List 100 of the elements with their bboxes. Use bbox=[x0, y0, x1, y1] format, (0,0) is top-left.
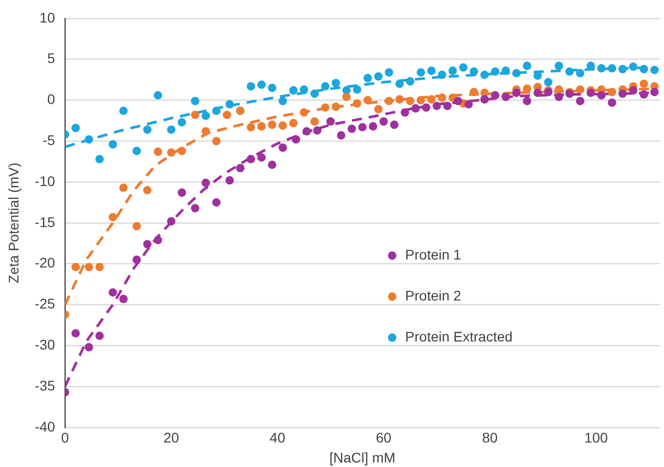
point bbox=[522, 84, 532, 93]
point bbox=[512, 88, 521, 98]
point bbox=[212, 106, 221, 116]
point bbox=[332, 102, 340, 111]
point bbox=[84, 135, 94, 144]
y-tick-label: 10 bbox=[39, 9, 56, 26]
point bbox=[321, 82, 330, 90]
point bbox=[313, 126, 322, 135]
point bbox=[608, 98, 616, 107]
point bbox=[310, 89, 319, 98]
point bbox=[395, 95, 404, 104]
point bbox=[411, 104, 420, 113]
x-tick-label: 100 bbox=[584, 430, 608, 446]
point bbox=[390, 120, 398, 129]
point bbox=[143, 186, 152, 194]
point bbox=[190, 96, 200, 106]
point bbox=[464, 100, 473, 108]
point bbox=[178, 118, 186, 126]
point bbox=[544, 78, 552, 86]
y-tick-label: -5 bbox=[42, 132, 56, 148]
point bbox=[236, 164, 244, 172]
x-tick-label: 20 bbox=[163, 430, 180, 446]
point bbox=[352, 85, 362, 94]
x-axis-title: [NaCl] mM bbox=[329, 449, 396, 466]
point bbox=[554, 62, 564, 70]
point bbox=[364, 96, 372, 104]
point bbox=[438, 94, 446, 102]
point bbox=[640, 64, 648, 74]
point bbox=[300, 108, 308, 117]
point bbox=[119, 184, 128, 192]
point bbox=[310, 117, 319, 126]
point bbox=[246, 154, 256, 164]
point bbox=[167, 148, 176, 157]
point bbox=[618, 89, 627, 98]
point bbox=[246, 82, 256, 90]
point bbox=[108, 288, 118, 297]
point bbox=[336, 131, 346, 140]
point bbox=[358, 122, 367, 132]
y-tick-label: -25 bbox=[34, 296, 56, 312]
point bbox=[374, 105, 383, 114]
point bbox=[289, 86, 298, 95]
point bbox=[268, 84, 276, 92]
point bbox=[618, 64, 627, 74]
point bbox=[178, 188, 186, 197]
legend-label: Protein 1 bbox=[405, 246, 462, 262]
y-tick-label: -20 bbox=[34, 254, 56, 271]
point bbox=[332, 78, 340, 88]
point bbox=[576, 85, 584, 94]
point bbox=[480, 70, 489, 80]
x-tick-label: 40 bbox=[270, 430, 286, 446]
point bbox=[374, 72, 383, 81]
point bbox=[384, 68, 394, 77]
y-axis-title: Zeta Potential (mV) bbox=[5, 162, 22, 284]
y-tick-label: -15 bbox=[34, 214, 56, 230]
point bbox=[108, 212, 118, 222]
point bbox=[143, 240, 152, 248]
point bbox=[321, 103, 330, 112]
point bbox=[84, 343, 94, 352]
point bbox=[597, 64, 606, 72]
point bbox=[395, 80, 404, 88]
point bbox=[459, 63, 468, 72]
point bbox=[202, 178, 210, 188]
point bbox=[490, 67, 500, 76]
point bbox=[443, 102, 452, 110]
point bbox=[608, 64, 616, 72]
point bbox=[554, 85, 564, 94]
point bbox=[108, 140, 118, 149]
point bbox=[190, 204, 200, 212]
point bbox=[384, 96, 394, 106]
point bbox=[300, 85, 308, 94]
point bbox=[167, 125, 176, 134]
point bbox=[143, 125, 152, 134]
x-tick-label: 60 bbox=[376, 430, 392, 446]
point bbox=[132, 256, 141, 264]
point bbox=[348, 124, 356, 134]
point bbox=[342, 92, 351, 102]
point bbox=[432, 102, 441, 110]
point bbox=[246, 122, 256, 132]
point bbox=[512, 69, 521, 78]
point bbox=[289, 118, 298, 128]
legend-label: Protein Extracted bbox=[405, 328, 513, 344]
point bbox=[470, 67, 478, 76]
point bbox=[629, 86, 638, 95]
point bbox=[95, 262, 104, 272]
point bbox=[352, 99, 362, 108]
point bbox=[132, 222, 141, 230]
point bbox=[400, 108, 410, 117]
point bbox=[154, 91, 162, 100]
point bbox=[225, 176, 234, 185]
point bbox=[502, 66, 510, 75]
point bbox=[422, 103, 430, 112]
point bbox=[95, 154, 104, 164]
point bbox=[364, 74, 372, 82]
point bbox=[154, 148, 162, 156]
y-tick-label: -35 bbox=[34, 377, 56, 394]
point bbox=[278, 96, 287, 106]
point bbox=[640, 80, 648, 88]
point bbox=[278, 121, 287, 130]
x-tick-label: 0 bbox=[61, 430, 70, 446]
point bbox=[427, 95, 436, 104]
